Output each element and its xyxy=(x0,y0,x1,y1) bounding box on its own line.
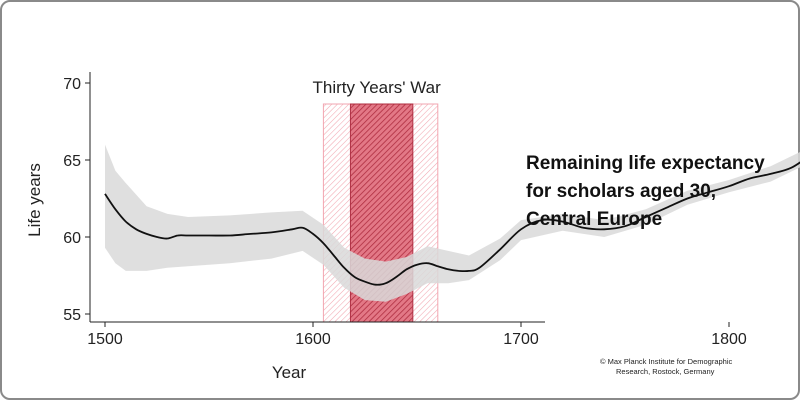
x-tick-label: 1600 xyxy=(295,331,331,348)
x-axis-title: Year xyxy=(272,363,307,382)
y-tick-label: 60 xyxy=(63,230,81,247)
credit-line-1: © Max Planck Institute for Demographic xyxy=(600,357,733,366)
life-expectancy-line xyxy=(104,161,800,286)
x-tick-label: 1800 xyxy=(711,331,747,348)
chart-title: Remaining life expectancy for scholars a… xyxy=(526,150,786,234)
credit-line-2: Research, Rostock, Germany xyxy=(616,367,715,376)
war-annotation-label: Thirty Years' War xyxy=(313,78,442,97)
x-tick-label: 1700 xyxy=(503,331,539,348)
y-tick-label: 65 xyxy=(63,153,81,170)
y-axis-title: Life years xyxy=(25,163,44,237)
x-tick-label: 1500 xyxy=(87,331,123,348)
chart-title-line-2: for scholars aged 30, xyxy=(526,181,717,202)
y-tick-label: 55 xyxy=(63,307,81,324)
chart-title-line-3: Central Europe xyxy=(526,209,663,230)
copyright-credit: © Max Planck Institute for Demographic R… xyxy=(600,357,790,377)
chart-title-line-1: Remaining life expectancy xyxy=(526,153,765,174)
y-tick-label: 70 xyxy=(63,76,81,93)
